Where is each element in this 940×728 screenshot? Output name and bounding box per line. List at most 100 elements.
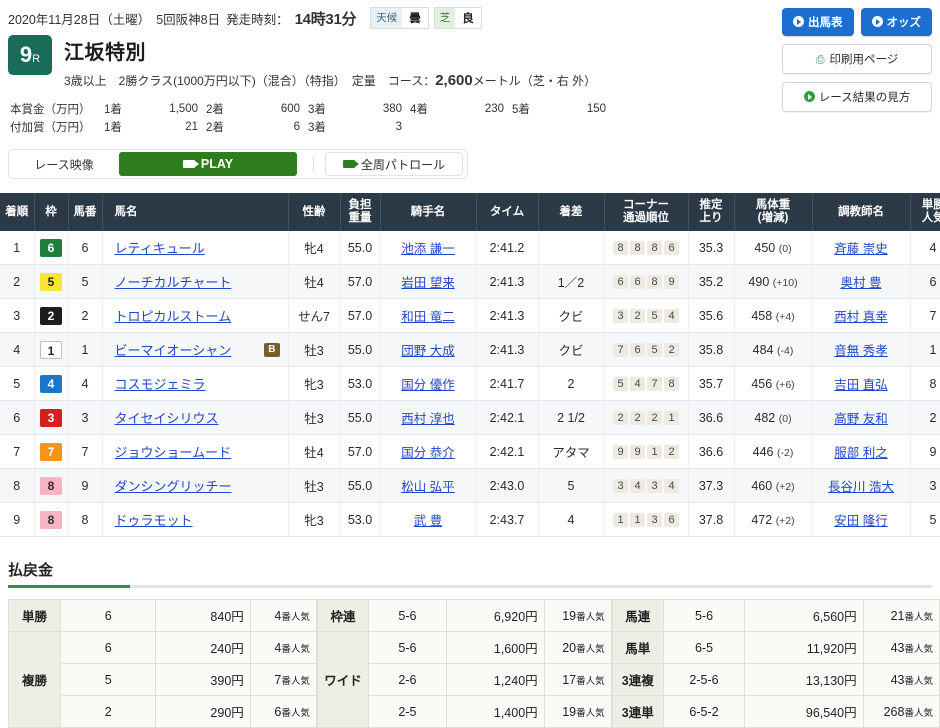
th-pop-l2: 人気 [921, 212, 940, 225]
trainer-link[interactable]: 奥村 豊 [840, 276, 882, 291]
corner-position: 1 [664, 411, 679, 426]
trainer-link[interactable]: 高野 友和 [834, 412, 888, 427]
jockey-link[interactable]: 和田 竜二 [401, 310, 455, 325]
th-jockey: 騎手名 [380, 193, 477, 232]
cell-trainer: 西村 真幸 [812, 298, 911, 334]
patrol-video-button[interactable]: 全周パトロール [325, 152, 463, 176]
cell-sex-age: 牝4 [288, 231, 341, 266]
jockey-link[interactable]: 国分 優作 [401, 378, 455, 393]
odds-button[interactable]: オッズ [860, 8, 932, 36]
corner-position: 2 [630, 411, 645, 426]
trainer-link[interactable]: 斉藤 崇史 [834, 242, 888, 257]
horse-name-link[interactable]: タイセイシリウス [114, 411, 219, 427]
cell-umaban: 4 [68, 366, 103, 402]
corner-position: 6 [630, 275, 645, 290]
body-weight-delta: (+2) [775, 514, 795, 527]
cell-umaban: 1 [68, 332, 103, 368]
prize-main-pos-5: 5着 [512, 104, 530, 116]
how-to-read-button[interactable]: レース結果の見方 [782, 82, 932, 112]
trainer-link[interactable]: 長谷川 浩大 [828, 480, 894, 495]
horse-name-link[interactable]: ノーチカルチャート [114, 275, 232, 291]
th-trainer: 調教師名 [812, 193, 911, 232]
table-row: 6 3 3 タイセイシリウス 牡3 55.0 西村 淳也 2:42.1 2 1/… [0, 400, 940, 436]
cell-umaban: 3 [68, 400, 103, 436]
cell-popularity: 6 [910, 264, 940, 300]
jockey-link[interactable]: 松山 弘平 [401, 480, 455, 495]
payout-row: 馬連 5-6 6,560円 21番人気 [611, 599, 940, 633]
trainer-link[interactable]: 安田 隆行 [834, 514, 888, 529]
race-header: 2020年11月28日（土曜） 5回阪神8日 発走時刻： 14時31分 天候 曇… [0, 0, 940, 136]
jockey-link[interactable]: 池添 謙一 [401, 242, 455, 257]
corner-position: 3 [647, 479, 662, 494]
horse-name-link[interactable]: レティキュール [114, 241, 205, 257]
table-row: 8 8 9 ダンシングリッチー 牡3 55.0 松山 弘平 2:43.0 5 3… [0, 468, 940, 504]
cell-last-3f: 37.3 [688, 468, 735, 504]
race-video-bar: レース映像 PLAY 全周パトロール [8, 149, 468, 179]
horse-name-link[interactable]: ドゥラモット [114, 513, 193, 529]
horse-name-link[interactable]: ビーマイオーシャン [114, 343, 232, 359]
cell-popularity: 3 [910, 468, 940, 504]
play-button-label: PLAY [200, 157, 234, 171]
cell-trainer: 吉田 直弘 [812, 366, 911, 402]
section-divider [8, 585, 932, 589]
cell-jockey: 国分 恭介 [380, 434, 477, 470]
entries-button[interactable]: 出馬表 [782, 8, 854, 36]
payout-title: 払戻金 [8, 562, 54, 580]
cell-carried-weight: 55.0 [340, 231, 381, 266]
jockey-link[interactable]: 西村 淳也 [401, 412, 455, 427]
corner-position: 6 [664, 241, 679, 256]
payout-combination: 5-6 [368, 631, 447, 665]
trainer-link[interactable]: 服部 利之 [834, 446, 888, 461]
trainer-link[interactable]: 音無 秀孝 [834, 344, 888, 359]
cell-margin: アタマ [538, 434, 605, 470]
horse-name-link[interactable]: ダンシングリッチー [114, 479, 232, 495]
body-weight-delta: (+4) [775, 310, 795, 323]
cell-popularity: 2 [910, 400, 940, 436]
jockey-link[interactable]: 団野 大成 [401, 344, 455, 359]
payout-popularity: 43番人気 [862, 631, 940, 665]
horse-name-link[interactable]: ジョウショームード [114, 445, 232, 461]
body-weight-delta: (-2) [777, 446, 794, 459]
jockey-link[interactable]: 武 豊 [413, 514, 443, 529]
gate-number-badge: 3 [40, 408, 62, 427]
cell-rank: 3 [0, 298, 35, 334]
cell-sex-age: 牡4 [288, 434, 341, 470]
horse-name-link[interactable]: コスモジェミラ [114, 377, 206, 393]
payout-popularity: 19番人気 [543, 695, 612, 728]
race-number-suffix: R [32, 53, 41, 65]
race-course-detail: （芝・右 外） [520, 74, 597, 88]
trainer-link[interactable]: 西村 真幸 [834, 310, 888, 325]
cell-body-weight: 446 (-2) [734, 434, 813, 470]
payout-popularity: 6番人気 [249, 695, 317, 728]
cell-horse-name: ダンシングリッチー [102, 468, 289, 504]
prize-main-pos-2: 2着 [206, 104, 224, 116]
jockey-link[interactable]: 岩田 望来 [401, 276, 455, 291]
cell-rank: 6 [0, 400, 35, 436]
race-meeting: 5回阪神8日 [156, 12, 221, 27]
patrol-button-label: 全周パトロール [360, 157, 446, 172]
trainer-link[interactable]: 吉田 直弘 [834, 378, 888, 393]
cell-umaban: 2 [68, 298, 103, 334]
payout-amount: 1,240円 [445, 663, 545, 697]
cell-trainer: 長谷川 浩大 [812, 468, 911, 504]
play-video-button[interactable]: PLAY [119, 152, 297, 176]
gate-number-badge: 8 [40, 476, 62, 495]
corner-position: 4 [630, 479, 645, 494]
post-time-label: 発走時刻： [226, 12, 289, 27]
cell-last-3f: 36.6 [688, 400, 735, 436]
prize-money-block: 本賞金（万円） 1着 1,500 2着 600 3着 380 4着 230 5着… [10, 100, 940, 136]
payout-amount: 6,560円 [744, 599, 864, 633]
jockey-link[interactable]: 国分 恭介 [401, 446, 455, 461]
cell-time: 2:41.3 [476, 332, 539, 368]
cell-jockey: 池添 謙一 [380, 231, 477, 266]
th-last3f-l1: 推定 [699, 199, 723, 211]
print-page-button[interactable]: ⎙ 印刷用ページ [782, 44, 932, 74]
corner-position: 1 [647, 445, 662, 460]
payout-amount: 390円 [155, 663, 251, 697]
cell-time: 2:41.3 [476, 298, 539, 334]
horse-name-link[interactable]: トロピカルストーム [114, 309, 232, 325]
cell-margin: 5 [538, 468, 605, 504]
